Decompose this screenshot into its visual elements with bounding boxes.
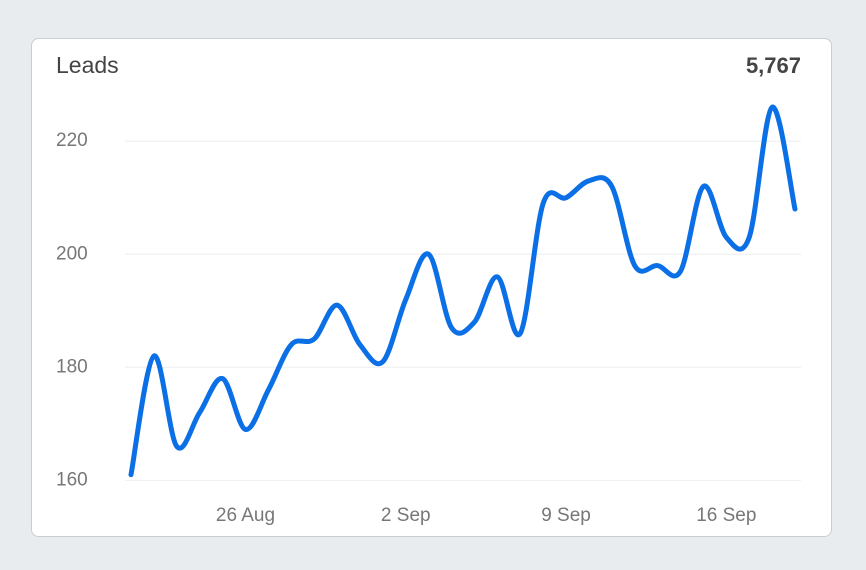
y-tick-label: 200	[56, 243, 88, 264]
x-tick-label: 9 Sep	[541, 505, 591, 526]
x-tick-label: 16 Sep	[696, 505, 756, 526]
y-tick-label: 160	[56, 469, 88, 490]
x-tick-label: 2 Sep	[381, 505, 431, 526]
y-tick-label: 180	[56, 356, 88, 377]
chart-title: Leads	[56, 52, 119, 78]
y-tick-label: 220	[56, 130, 88, 151]
x-tick-label: 26 Aug	[216, 505, 275, 526]
total: 5,767	[746, 53, 801, 78]
card	[31, 38, 832, 537]
line	[128, 104, 798, 478]
